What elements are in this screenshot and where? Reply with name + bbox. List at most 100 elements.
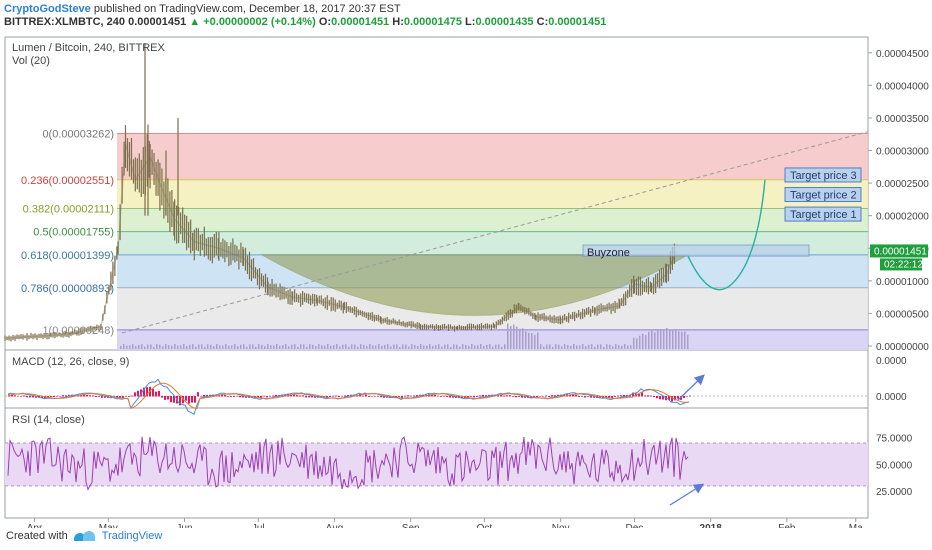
macd-hist-bar (191, 396, 193, 403)
macd-hist-bar (500, 394, 502, 397)
macd-hist-bar (446, 396, 448, 398)
target-box (784, 187, 862, 203)
y-tick-label: 0.00004000 (876, 81, 929, 92)
volume-bar (441, 346, 443, 349)
macd-hist-bar (179, 396, 181, 406)
macd-tick-label: 0.0000 (876, 392, 907, 403)
macd-line (7, 378, 690, 415)
macd-hist-bar (440, 396, 442, 397)
macd-hist-bar (623, 394, 625, 397)
macd-hist-bar (173, 396, 175, 403)
macd-hist-bar (470, 396, 472, 397)
volume-bar (303, 344, 305, 349)
volume-bar (654, 332, 656, 349)
volume-bar (216, 344, 218, 349)
volume-bar (177, 345, 179, 349)
y-tick-label: 0.00000000 (876, 342, 929, 353)
macd-hist-bar (89, 395, 91, 397)
volume-bar (357, 346, 359, 349)
fib-band (117, 179, 868, 209)
macd-hist-bar (314, 396, 316, 398)
volume-bar (141, 344, 143, 349)
macd-hist-bar (515, 396, 517, 398)
macd-hist-bar (53, 396, 55, 397)
volume-bar (537, 332, 539, 349)
volume-bar (492, 346, 494, 349)
volume-bar (240, 344, 242, 349)
macd-hist-bar (131, 395, 133, 397)
macd-hist-bar (233, 396, 235, 397)
macd-hist-bar (224, 394, 226, 397)
price-tag (870, 244, 928, 258)
macd-hist-bar (56, 396, 58, 397)
macd-hist-bar (167, 396, 169, 400)
volume-bar (243, 344, 245, 349)
x-tick-label: Feb (778, 523, 796, 528)
macd-hist-bar (128, 396, 130, 397)
volume-bar (228, 345, 230, 349)
macd-hist-bar (65, 395, 67, 397)
macd-hist-bar (239, 396, 241, 398)
macd-hist-bar (659, 396, 661, 400)
macd-pane (4, 349, 869, 409)
volume-bar (627, 345, 629, 349)
volume-bar (321, 345, 323, 349)
volume-bar (468, 345, 470, 349)
volume-bar (669, 329, 671, 349)
macd-hist-bar (293, 394, 295, 397)
macd-hist-bar (497, 395, 499, 397)
macd-hist-bar (182, 396, 184, 404)
macd-hist-bar (62, 395, 64, 397)
macd-hist-bar (188, 396, 190, 404)
macd-hist-bar (677, 396, 679, 399)
volume-bar (384, 345, 386, 349)
volume-bar (609, 344, 611, 349)
macd-hist-bar (662, 396, 664, 400)
macd-hist-bar (302, 395, 304, 397)
volume-bar (540, 344, 542, 349)
volume-bar (252, 344, 254, 349)
volume-bar (387, 344, 389, 349)
volume-bar (198, 344, 200, 349)
macd-hist-bar (230, 396, 232, 397)
macd-hist-bar (626, 395, 628, 397)
volume-bar (336, 344, 338, 349)
volume-bar (432, 345, 434, 349)
macd-hist-bar (155, 391, 157, 397)
volume-bar (489, 344, 491, 349)
macd-hist-bar (206, 394, 208, 397)
volume-bar (204, 346, 206, 349)
volume-bar (132, 344, 134, 349)
macd-up-arrow (677, 374, 705, 401)
volume-bar (570, 345, 572, 349)
macd-hist-bar (29, 396, 31, 398)
created-with: Created with (6, 530, 68, 542)
macd-hist-bar (332, 395, 334, 397)
volume-bar (279, 345, 281, 349)
macd-hist-bar (398, 396, 400, 397)
tradingview-link[interactable]: TradingView (101, 530, 163, 542)
volume-bar (345, 344, 347, 349)
volume-bar (258, 344, 260, 349)
macd-hist-bar (437, 395, 439, 397)
macd-hist-bar (185, 396, 187, 401)
volume-bar (261, 344, 263, 349)
volume-bar (513, 324, 515, 349)
y-tick-label: 0.00004500 (876, 49, 929, 60)
volume-bar (255, 346, 257, 349)
chart-canvas[interactable]: 0(0.00003262) 0.236(0.00002551) 0.382(0.00… (0, 30, 932, 528)
macd-title: MACD (12, 26, close, 9) (12, 356, 129, 368)
macd-hist-bar (290, 394, 292, 397)
author-link[interactable]: CryptoGodSteve (4, 3, 91, 15)
macd-hist-bar (347, 395, 349, 397)
volume-bar (378, 344, 380, 349)
volume-bar (399, 346, 401, 349)
volume-bar (414, 344, 416, 349)
low-label: L: (465, 16, 476, 28)
volume-bar (237, 346, 239, 349)
volume-bar (549, 344, 551, 349)
macd-hist-bar (104, 396, 106, 398)
macd-hist-bar (257, 396, 259, 398)
volume-bar (213, 346, 215, 349)
volume-bar (318, 344, 320, 349)
